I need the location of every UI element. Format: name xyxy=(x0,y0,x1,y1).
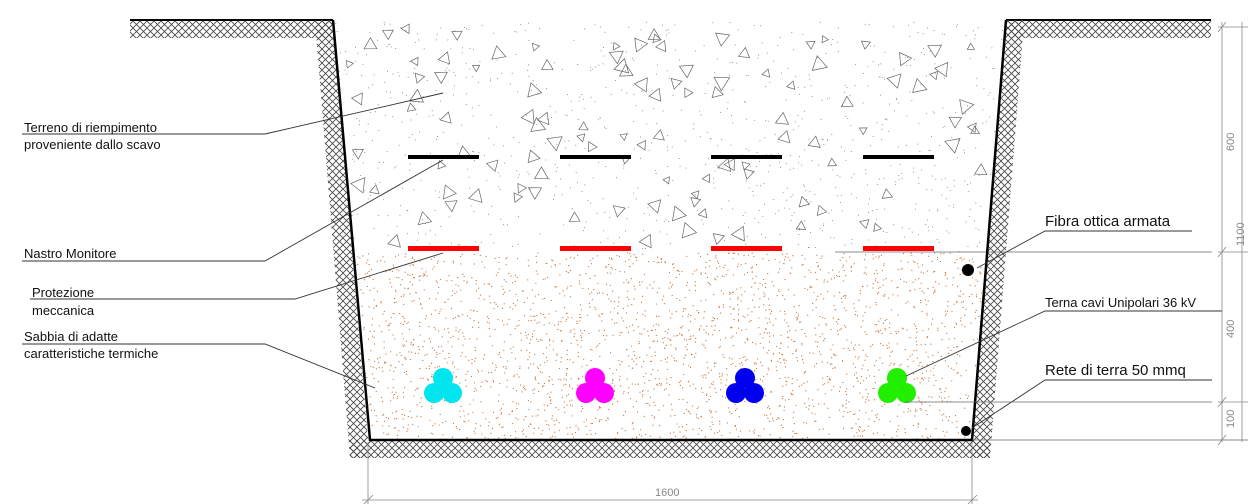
fiber-optic-cable xyxy=(962,264,974,276)
mechanical-protection-2 xyxy=(560,246,631,251)
dimension-bottom-height: 100 xyxy=(1225,409,1237,428)
earth-conductor xyxy=(961,426,971,436)
label-fibra: Fibra ottica armata xyxy=(1045,213,1171,230)
monitor-tape-1 xyxy=(408,155,479,159)
label-protezione-line2: meccanica xyxy=(32,303,95,318)
horizontal-dimension xyxy=(362,442,978,504)
cable-trefoil-3 xyxy=(726,368,764,403)
ground-surface-left xyxy=(130,19,333,38)
dimension-total-height: 1100 xyxy=(1235,222,1247,246)
leader-sabbia xyxy=(22,343,376,389)
monitor-tape-4 xyxy=(863,155,934,159)
cable-trefoils xyxy=(424,368,916,403)
leader-terreno xyxy=(22,92,444,135)
leader-fibra xyxy=(976,230,1192,269)
dimension-fill-height: 600 xyxy=(1225,132,1237,151)
label-terna: Terna cavi Unipolari 36 kV xyxy=(1045,295,1197,310)
monitor-tape-3 xyxy=(711,155,782,159)
mechanical-protection-1 xyxy=(408,246,479,251)
leader-rete xyxy=(971,379,1212,429)
trench-wall-right xyxy=(970,20,1024,458)
monitor-tapes xyxy=(408,155,934,159)
label-sabbia-line2: caratteristiche termiche xyxy=(24,346,159,361)
mechanical-protection-3 xyxy=(711,246,782,251)
label-nastro: Nastro Monitore xyxy=(24,246,117,261)
mechanical-protection-4 xyxy=(863,246,934,251)
cable-trefoil-4 xyxy=(878,368,916,403)
trench-outline xyxy=(331,19,1008,442)
thermal-sand xyxy=(352,252,985,440)
trench-wall-left xyxy=(315,20,370,458)
cable-trefoil-2 xyxy=(576,368,614,403)
monitor-tape-2 xyxy=(560,155,631,159)
leader-protezione xyxy=(30,252,444,300)
trench-floor-hatch xyxy=(350,440,990,458)
mechanical-protections xyxy=(408,246,934,251)
label-terreno-line2: proveniente dallo scavo xyxy=(24,137,161,152)
label-protezione-line1: Protezione xyxy=(32,285,95,300)
leader-nastro xyxy=(22,159,444,262)
vertical-dimension xyxy=(1217,21,1248,446)
label-terreno-line1: Terreno di riempimento xyxy=(24,120,157,135)
label-sabbia-line1: Sabbia di adatte xyxy=(24,329,118,344)
dimension-sand-height: 400 xyxy=(1225,319,1237,338)
backfill-soil xyxy=(333,20,1006,252)
cable-trefoil-1 xyxy=(424,368,462,403)
ground-surface-right xyxy=(1006,19,1211,38)
dimension-width: 1600 xyxy=(655,487,680,499)
label-rete: Rete di terra 50 mmq xyxy=(1045,362,1186,379)
leader-terna xyxy=(905,310,1222,377)
